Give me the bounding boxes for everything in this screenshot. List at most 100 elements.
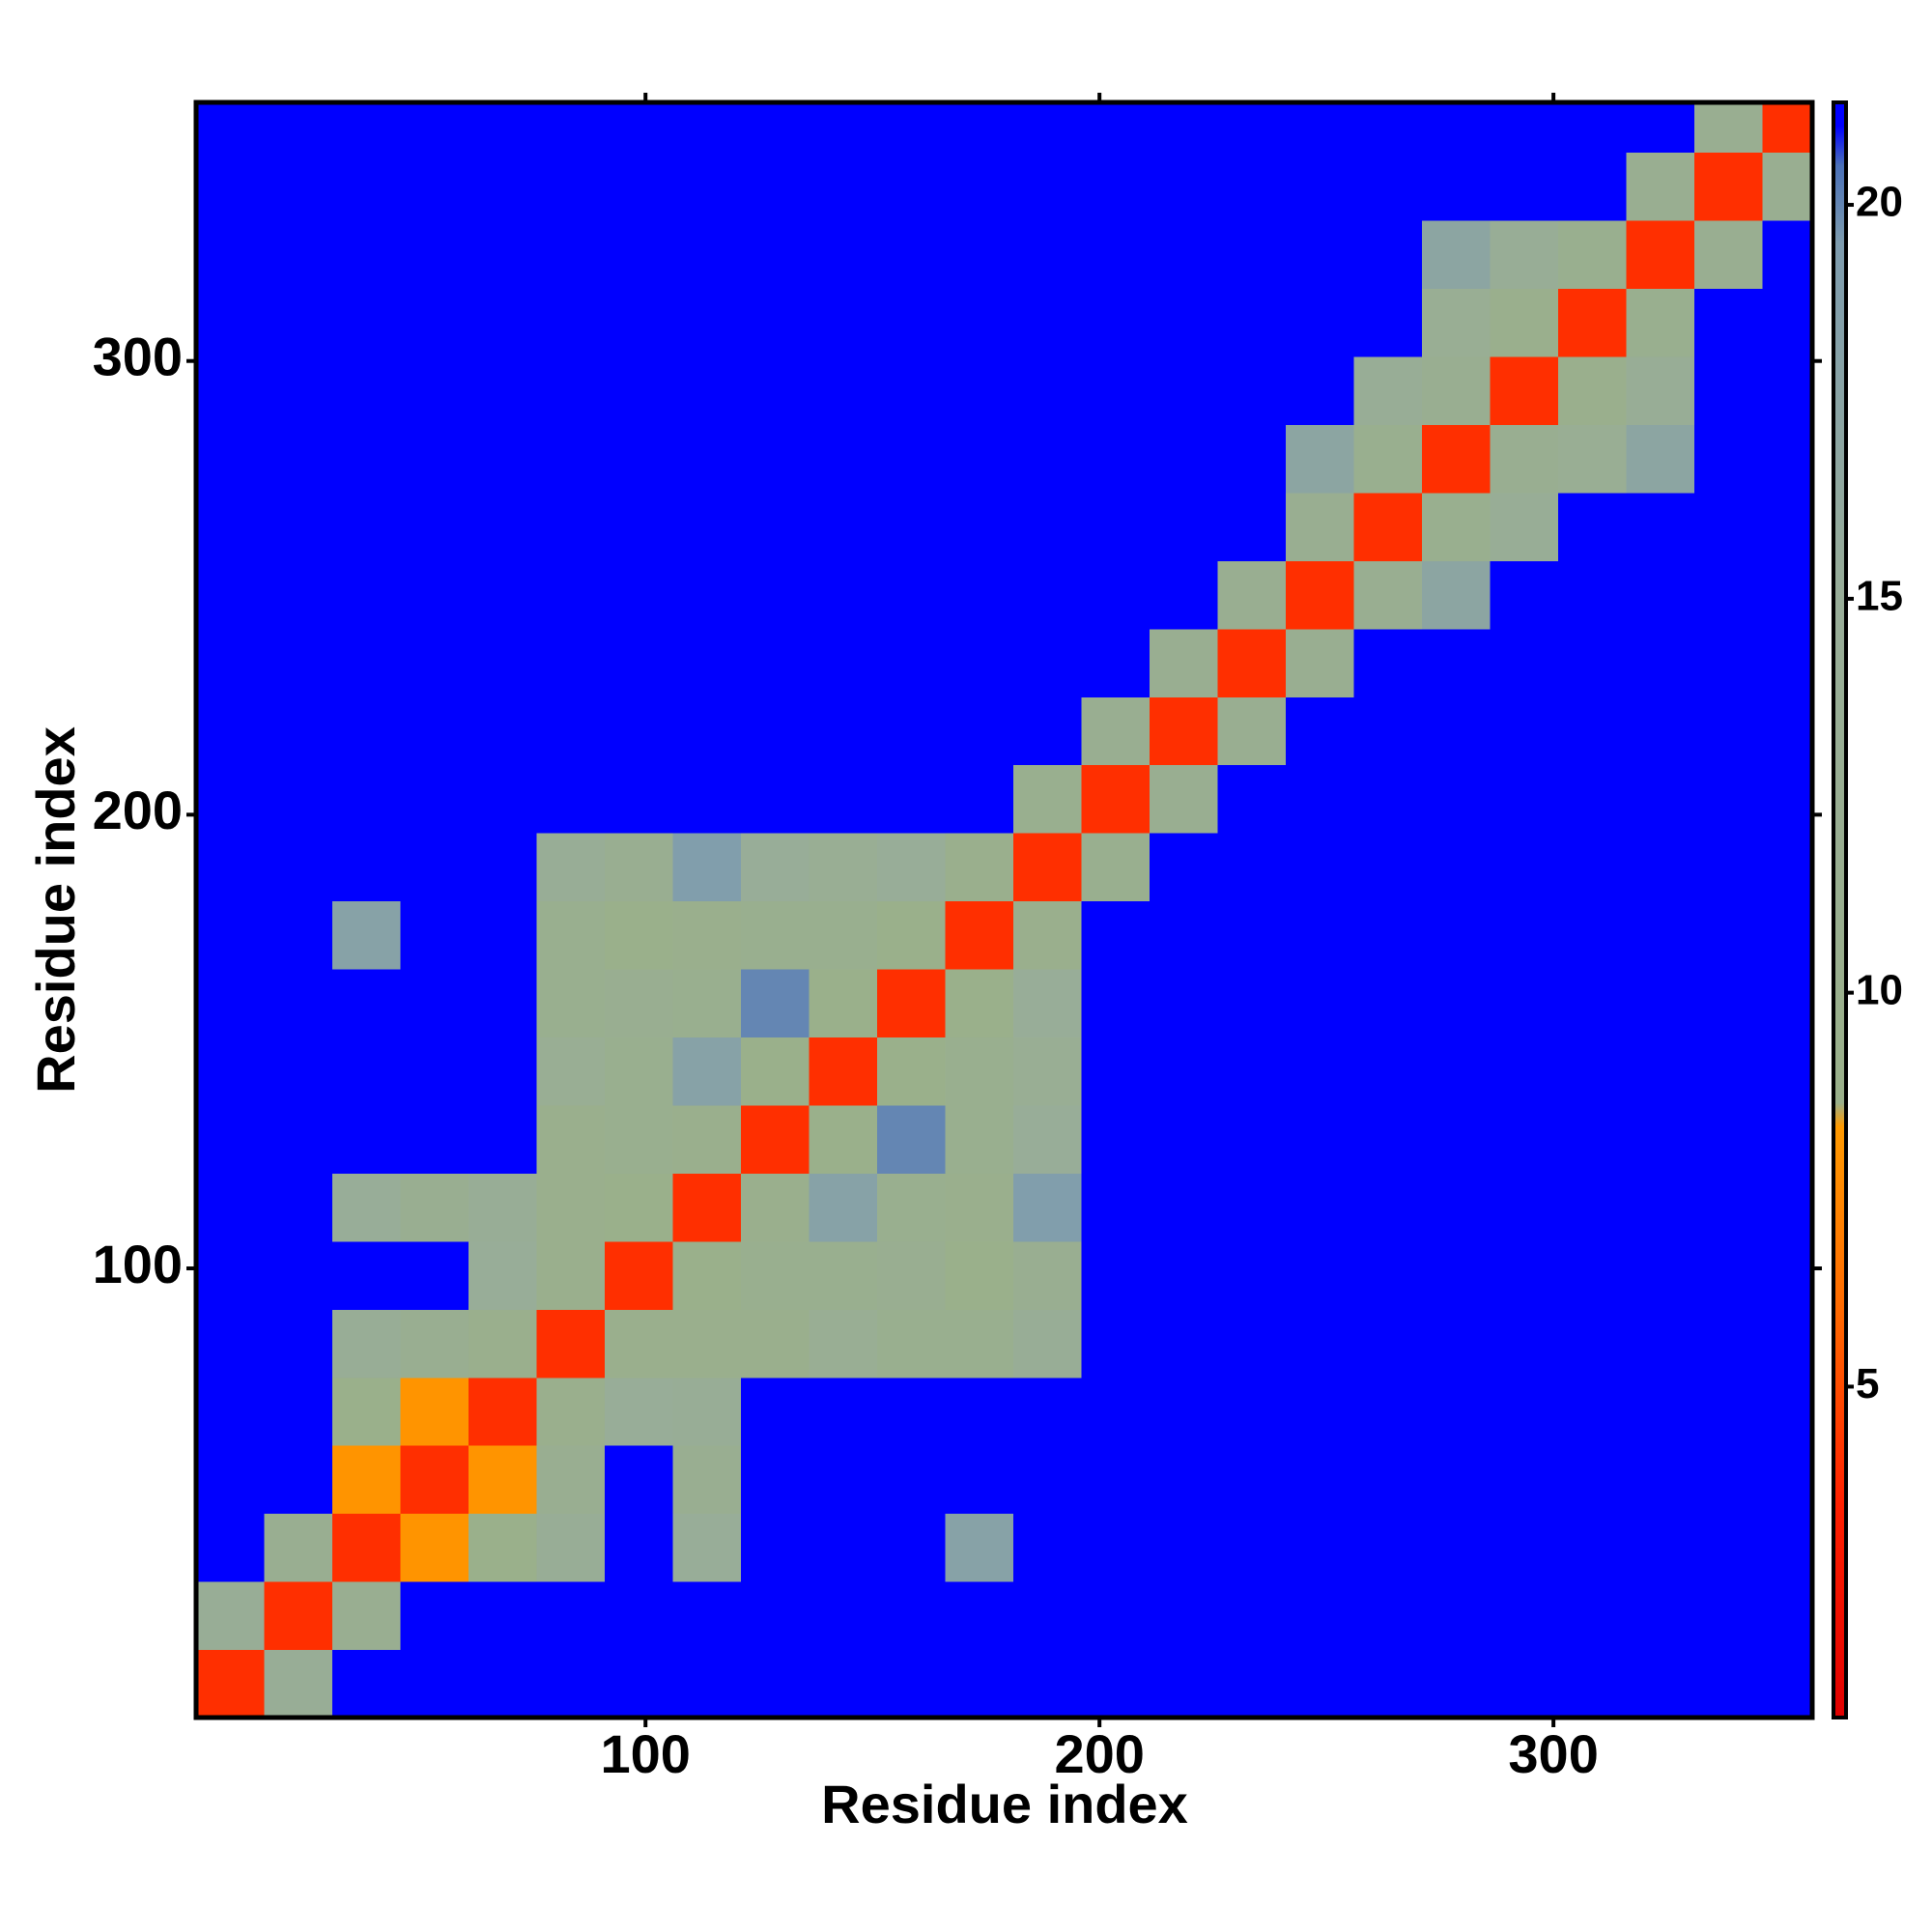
heatmap-cell (1557, 833, 1627, 902)
heatmap-cell (536, 1513, 606, 1582)
heatmap-cell (740, 628, 810, 697)
heatmap-cell (1490, 288, 1559, 357)
heatmap-cell (1353, 900, 1423, 970)
heatmap-cell (1626, 1513, 1695, 1582)
heatmap-cell (264, 356, 333, 425)
heatmap-cell (400, 1173, 469, 1242)
heatmap-cell (536, 969, 606, 1038)
heatmap-cell (196, 900, 265, 970)
heatmap-cell (1217, 152, 1287, 221)
heatmap-cell (1012, 492, 1082, 561)
heatmap-cell (1081, 696, 1151, 766)
heatmap-cell (1693, 1173, 1763, 1242)
heatmap-cell (331, 696, 401, 766)
heatmap-cell (1557, 1377, 1627, 1446)
colorbar-tick-label: 20 (1856, 179, 1903, 226)
heatmap-cell (400, 356, 469, 425)
heatmap-cell (945, 560, 1014, 630)
heatmap-cell (1490, 1445, 1559, 1515)
heatmap-cell (945, 764, 1014, 834)
heatmap-cell (1490, 152, 1559, 221)
heatmap-cell (331, 288, 401, 357)
heatmap-cell (945, 1649, 1014, 1719)
heatmap-cell (1353, 356, 1423, 425)
heatmap-cell (468, 1649, 537, 1719)
heatmap-cell (604, 1104, 673, 1174)
heatmap-cell (400, 1649, 469, 1719)
heatmap-cell (1490, 1581, 1559, 1651)
heatmap-cell (1149, 764, 1218, 834)
heatmap-cell (1081, 900, 1151, 970)
heatmap-cell (876, 764, 946, 834)
heatmap-cell (1285, 1649, 1354, 1719)
heatmap-cell (1217, 1309, 1287, 1378)
heatmap-cell (1490, 356, 1559, 425)
heatmap-cell (604, 1377, 673, 1446)
heatmap-cell (196, 152, 265, 221)
heatmap-cell (468, 969, 537, 1038)
heatmap-cell (672, 1581, 742, 1651)
heatmap-cell (1353, 696, 1423, 766)
heatmap-cell (1012, 1377, 1082, 1446)
heatmap-cell (1490, 492, 1559, 561)
heatmap-cell (604, 1309, 673, 1378)
heatmap-cell (876, 628, 946, 697)
heatmap-cell (1762, 1377, 1813, 1446)
heatmap-cell (1353, 1445, 1423, 1515)
heatmap-cell (400, 1377, 469, 1446)
heatmap-cell (945, 1240, 1014, 1310)
heatmap-cell (1421, 900, 1491, 970)
heatmap-cell (1285, 220, 1354, 290)
heatmap-cell (1285, 1104, 1354, 1174)
heatmap-cell (536, 102, 606, 154)
heatmap-cell (1012, 220, 1082, 290)
heatmap-cell (740, 102, 810, 154)
heatmap-cell (740, 1104, 810, 1174)
heatmap-cell (1626, 220, 1695, 290)
heatmap-cell (264, 900, 333, 970)
heatmap-cell (809, 424, 878, 494)
heatmap-cell (331, 152, 401, 221)
heatmap-cell (196, 1377, 265, 1446)
heatmap-cell (1421, 764, 1491, 834)
heatmap-cell (1693, 1377, 1763, 1446)
heatmap-cell (468, 1037, 537, 1106)
heatmap-cell (1012, 764, 1082, 834)
heatmap-cell (1762, 1240, 1813, 1310)
heatmap-cell (196, 220, 265, 290)
heatmap-cell (536, 1445, 606, 1515)
heatmap-cell (876, 1037, 946, 1106)
heatmap-cell (1626, 1240, 1695, 1310)
heatmap-cell (1557, 1309, 1627, 1378)
heatmap-cell (264, 1649, 333, 1719)
heatmap-cell (945, 969, 1014, 1038)
heatmap-cell (1626, 1173, 1695, 1242)
heatmap-cell (1762, 102, 1813, 154)
heatmap-cell (809, 1037, 878, 1106)
heatmap-cell (1081, 969, 1151, 1038)
heatmap-cell (672, 1649, 742, 1719)
heatmap-cell (1012, 969, 1082, 1038)
heatmap-cell (1693, 900, 1763, 970)
heatmap-cell (672, 900, 742, 970)
heatmap-cell (876, 1445, 946, 1515)
heatmap-cell (1081, 1377, 1151, 1446)
heatmap-cell (1762, 220, 1813, 290)
heatmap-cell (740, 1581, 810, 1651)
heatmap-cell (945, 288, 1014, 357)
heatmap-cell (1421, 969, 1491, 1038)
heatmap-cell (1490, 833, 1559, 902)
heatmap-cell (672, 1445, 742, 1515)
heatmap-cell (1693, 1649, 1763, 1719)
heatmap-cell (1353, 764, 1423, 834)
heatmap-cell (876, 152, 946, 221)
heatmap-cell (468, 1173, 537, 1242)
heatmap-cell (468, 1377, 537, 1446)
heatmap-cell (1626, 1377, 1695, 1446)
heatmap-cell (1217, 900, 1287, 970)
heatmap-cell (1217, 220, 1287, 290)
heatmap-cell (604, 764, 673, 834)
heatmap-cell (1557, 492, 1627, 561)
heatmap-cell (468, 696, 537, 766)
